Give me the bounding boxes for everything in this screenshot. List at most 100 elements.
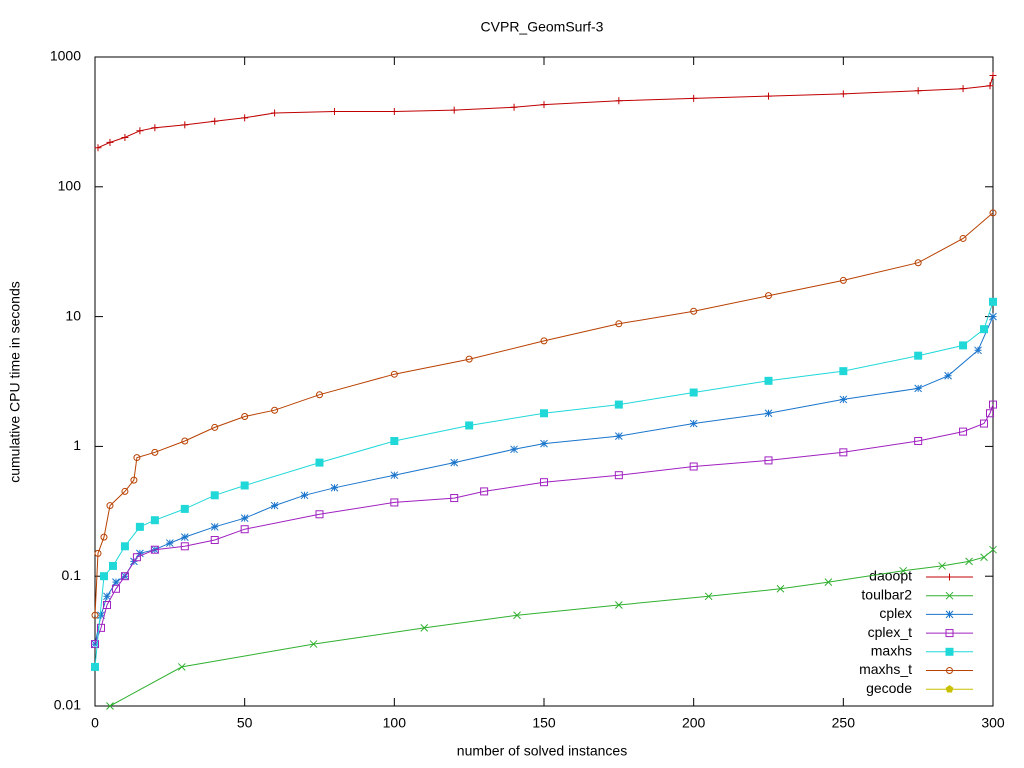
point: [465, 421, 474, 430]
point: [315, 510, 324, 519]
point: [106, 502, 114, 510]
point: [240, 481, 249, 490]
point: [106, 702, 114, 710]
point: [614, 471, 623, 480]
point: [914, 259, 922, 267]
point: [210, 522, 219, 531]
point: [540, 439, 548, 448]
point: [704, 592, 713, 601]
point: [689, 462, 698, 471]
plot-border: [94, 56, 994, 707]
point: [135, 522, 144, 531]
point: [839, 448, 848, 457]
point: [91, 611, 99, 619]
point: [945, 610, 954, 619]
point: [120, 542, 129, 551]
point: [480, 487, 489, 496]
point: [165, 539, 174, 547]
point: [839, 367, 848, 376]
point: [132, 553, 141, 562]
point: [513, 611, 521, 620]
legend-label: cplex_t: [868, 624, 912, 640]
y-tick-label: 0.1: [62, 567, 82, 583]
point: [450, 494, 459, 503]
point: [689, 419, 698, 428]
point: [690, 94, 698, 102]
point: [94, 144, 102, 152]
x-tick-label: 100: [383, 715, 407, 731]
legend-label: maxhs: [871, 643, 912, 659]
y-tick-label: 10: [65, 307, 81, 323]
series-line: [94, 212, 994, 616]
point: [240, 514, 249, 523]
point: [450, 458, 459, 467]
point: [111, 584, 120, 593]
point: [108, 561, 117, 570]
point: [450, 106, 458, 114]
point: [121, 133, 129, 141]
y-tick-label: 1: [73, 437, 81, 453]
point: [540, 337, 548, 345]
point: [945, 685, 954, 693]
point: [180, 542, 189, 551]
point: [914, 384, 923, 393]
point: [510, 445, 518, 454]
legend-label: cplex: [879, 605, 912, 621]
point: [914, 87, 922, 95]
point: [764, 409, 773, 418]
y-tick-label: 100: [58, 178, 82, 194]
x-tick-label: 300: [981, 715, 1005, 731]
point: [420, 623, 429, 632]
point: [121, 487, 129, 495]
point: [764, 456, 773, 465]
point: [540, 101, 548, 109]
point: [989, 72, 997, 80]
y-tick-label: 1000: [50, 48, 81, 64]
point: [103, 592, 111, 601]
point: [133, 454, 141, 462]
point: [390, 437, 399, 446]
point: [945, 591, 954, 600]
point: [946, 667, 953, 674]
point: [944, 371, 952, 380]
point: [136, 127, 144, 135]
point: [980, 553, 988, 562]
point: [980, 325, 989, 334]
point: [96, 623, 105, 632]
point: [97, 611, 105, 620]
point: [989, 297, 997, 306]
point: [959, 427, 968, 436]
point: [120, 572, 129, 581]
point: [614, 432, 623, 440]
point: [181, 121, 189, 129]
point: [180, 533, 189, 541]
point: [390, 471, 399, 480]
point: [839, 90, 847, 98]
point: [690, 307, 698, 315]
point: [945, 629, 954, 638]
point: [914, 351, 923, 360]
y-tick-label: 0.01: [54, 697, 81, 713]
point: [91, 640, 99, 649]
series-line: [94, 316, 994, 645]
point: [989, 400, 997, 409]
series-line: [97, 75, 994, 149]
point: [315, 458, 324, 467]
point: [240, 525, 249, 534]
x-tick-label: 250: [832, 715, 856, 731]
chart-title: CVPR_GeomSurf-3: [481, 19, 604, 35]
series-line: [94, 404, 994, 645]
x-tick-label: 50: [237, 715, 253, 731]
point: [986, 82, 994, 90]
point: [102, 600, 111, 609]
point: [989, 545, 997, 554]
x-tick-label: 150: [532, 715, 556, 731]
point: [316, 391, 323, 399]
point: [824, 578, 833, 586]
point: [270, 501, 279, 510]
point: [112, 578, 120, 586]
point: [300, 491, 309, 500]
point: [974, 346, 982, 355]
x-tick-label: 0: [91, 715, 99, 731]
